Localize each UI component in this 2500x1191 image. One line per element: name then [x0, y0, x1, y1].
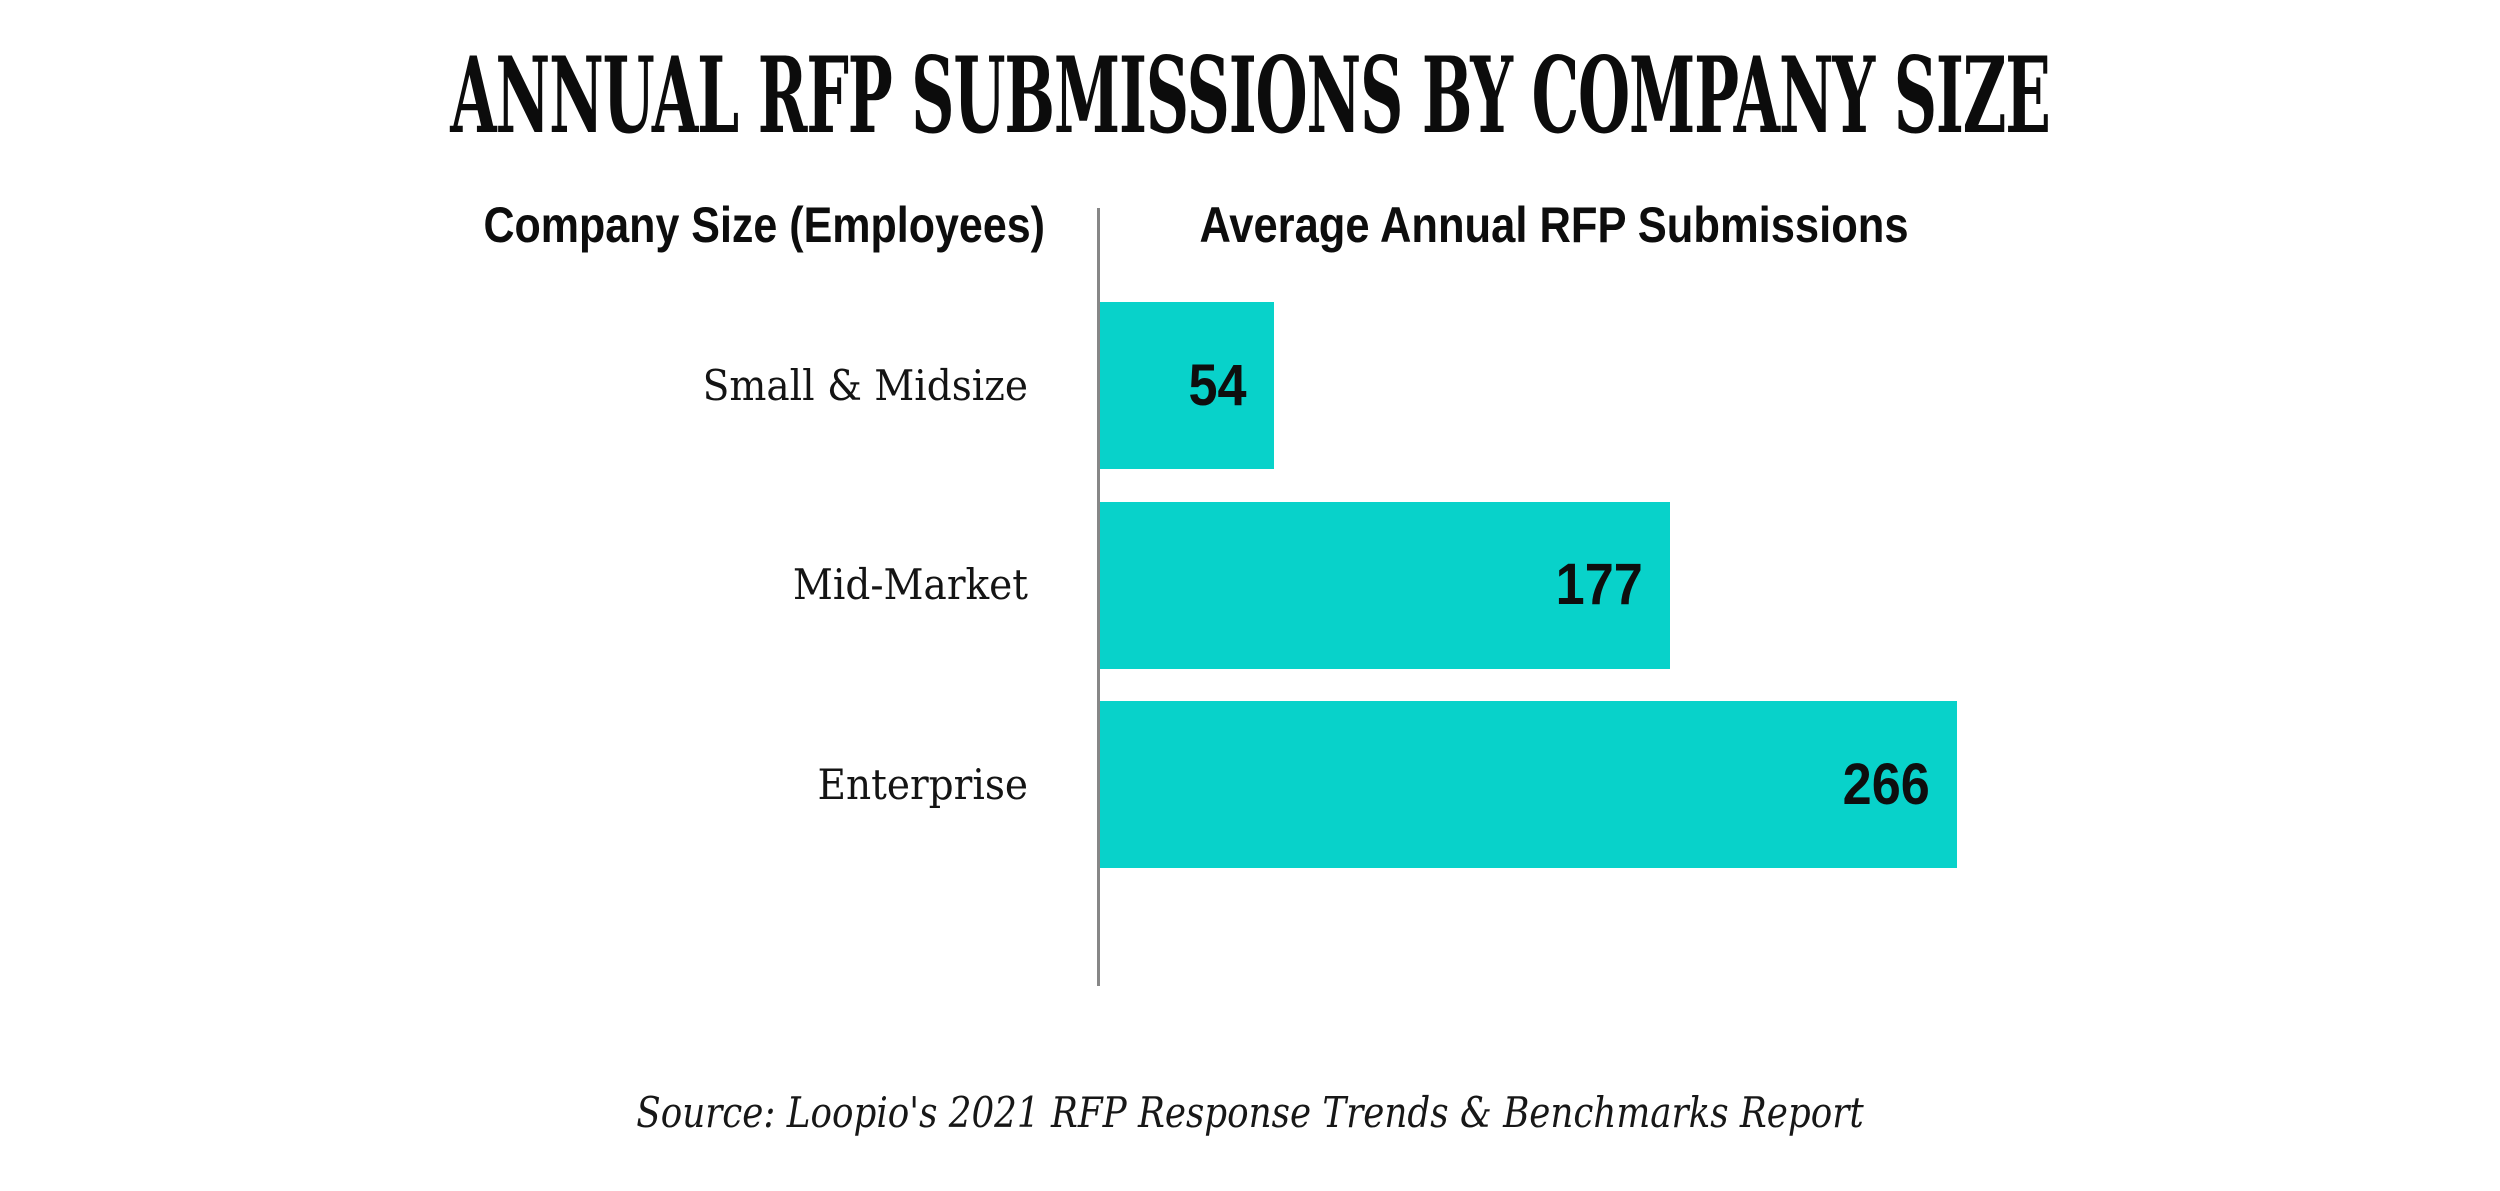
bar-row: Mid-Market 177 [0, 501, 2500, 669]
bar-value-label: 177 [1555, 552, 1643, 617]
bar-rows: Small & Midsize 54 Mid-Market 177 Enterp… [0, 302, 2500, 868]
value-bar: 54 [1100, 302, 1274, 469]
axis-divider-line [1097, 208, 1100, 986]
category-label: Mid-Market [792, 560, 1028, 609]
chart-title: ANNUAL RFP SUBMISSIONS BY COMPANY SIZE [450, 32, 2051, 157]
source-attribution: Source: Loopio's 2021 RFP Response Trend… [636, 1088, 1864, 1137]
bar-row: Enterprise 266 [0, 701, 2500, 868]
column-header-avg-submissions: Average Annual RFP Submissions [1199, 197, 1909, 253]
category-label: Small & Midsize [702, 360, 1028, 410]
column-header-company-size: Company Size (Employees) [483, 197, 1045, 253]
value-bar: 177 [1100, 501, 1670, 669]
value-bar: 266 [1100, 701, 1957, 868]
bar-row: Small & Midsize 54 [0, 302, 2500, 469]
category-label: Enterprise [817, 759, 1028, 809]
bar-value-label: 266 [1842, 751, 1930, 817]
bar-value-label: 54 [1188, 352, 1247, 418]
